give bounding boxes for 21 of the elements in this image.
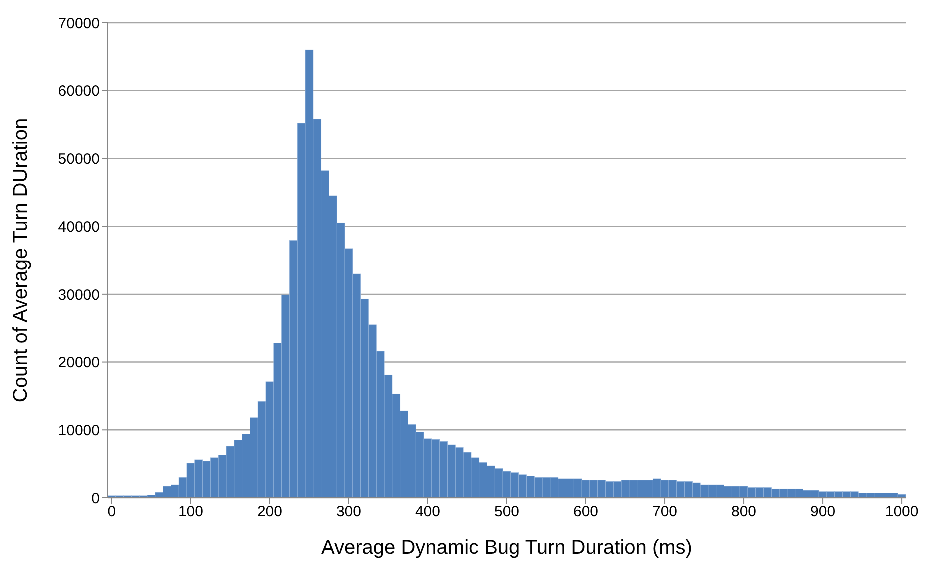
x-tick-label: 1000 xyxy=(885,504,919,521)
y-tick-label: 30000 xyxy=(58,286,100,304)
y-tick-label: 40000 xyxy=(58,218,100,236)
y-tick-label: 10000 xyxy=(58,422,100,440)
x-tick-label: 500 xyxy=(494,504,520,521)
x-tick-label: 0 xyxy=(108,504,116,521)
x-tick-label: 800 xyxy=(732,504,757,521)
x-tick-label: 700 xyxy=(652,504,678,521)
x-axis-title: Average Dynamic Bug Turn Duration (ms) xyxy=(322,537,692,559)
x-tick-label: 100 xyxy=(178,504,204,521)
x-tick-label: 300 xyxy=(336,504,362,521)
x-tick-label: 400 xyxy=(415,504,441,521)
x-tick-label: 200 xyxy=(257,504,282,521)
x-tick-label: 900 xyxy=(810,504,836,521)
y-tick-label: 60000 xyxy=(58,83,100,100)
y-axis-title: Count of Average Turn DUration xyxy=(10,118,32,403)
y-tick-label: 0 xyxy=(92,490,100,508)
y-tick-label: 70000 xyxy=(58,15,100,32)
x-tick-label: 600 xyxy=(573,504,599,521)
y-tick-label: 50000 xyxy=(58,151,100,168)
y-tick-label: 20000 xyxy=(58,354,100,372)
